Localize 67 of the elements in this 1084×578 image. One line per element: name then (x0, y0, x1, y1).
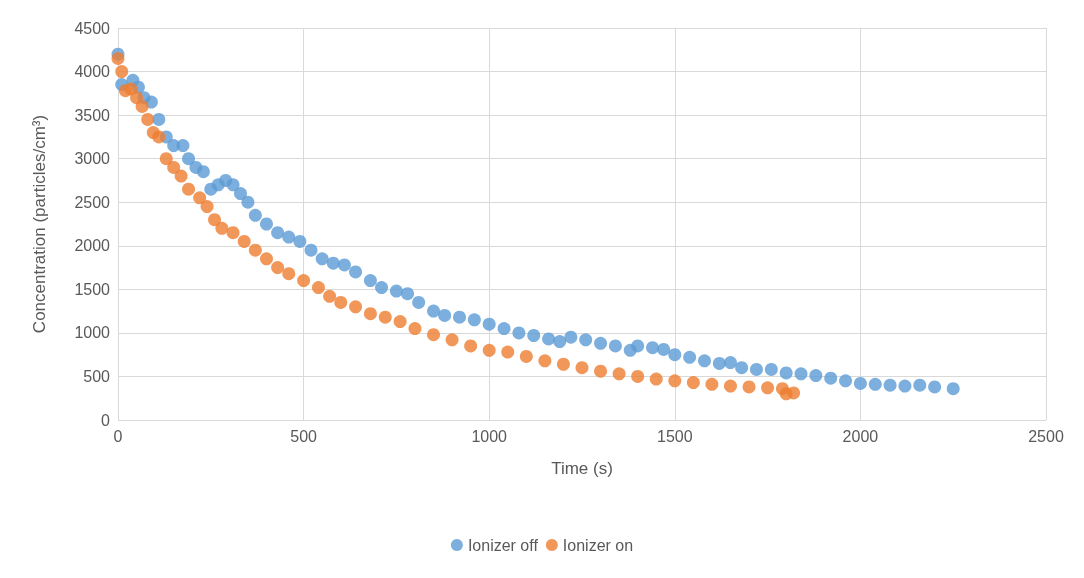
point (208, 213, 222, 227)
point (237, 234, 251, 248)
point (427, 328, 441, 342)
y-tick-label: 3000 (74, 150, 111, 168)
point (742, 380, 756, 394)
point (723, 379, 737, 393)
x-tick-label: 0 (113, 427, 123, 445)
point (167, 160, 181, 174)
y-tick-label: 4500 (74, 19, 111, 37)
point (612, 367, 626, 381)
point (686, 376, 700, 390)
point (519, 349, 533, 363)
point (378, 310, 392, 324)
y-tick-label: 2500 (74, 193, 111, 211)
point (174, 169, 188, 183)
x-tick-label: 2500 (1028, 427, 1064, 445)
point (115, 65, 129, 79)
x-tick-label: 1000 (471, 427, 508, 445)
y-tick-label: 1000 (74, 324, 111, 342)
point (575, 361, 589, 375)
point (323, 289, 337, 303)
point (182, 182, 196, 196)
point (363, 307, 377, 321)
point (482, 343, 496, 357)
point (594, 364, 608, 378)
point (215, 221, 229, 235)
point (556, 357, 570, 371)
point (135, 99, 149, 113)
point (393, 315, 407, 329)
point (538, 354, 552, 368)
point (649, 372, 663, 386)
legend-label: Ionizer on (562, 536, 634, 554)
point (226, 226, 240, 240)
point (141, 112, 155, 126)
legend-label: Ionizer off (467, 536, 539, 554)
point (334, 295, 348, 309)
point (787, 386, 801, 400)
point (705, 377, 719, 391)
point (668, 374, 682, 388)
point (159, 152, 173, 166)
point (271, 261, 285, 275)
point (631, 369, 645, 383)
point (282, 267, 296, 281)
y-tick-label: 4000 (74, 63, 111, 81)
point (761, 381, 775, 395)
point (501, 345, 515, 359)
point (297, 274, 311, 288)
point (193, 191, 207, 205)
point (464, 339, 478, 353)
x-tick-label: 1500 (657, 427, 693, 445)
y-tick-label: 1500 (74, 280, 111, 298)
y-tick-label: 500 (83, 367, 111, 385)
y-tick-label: 2000 (74, 237, 111, 255)
point (248, 243, 262, 257)
point (259, 252, 273, 266)
point (200, 200, 214, 214)
point (111, 51, 125, 65)
point (445, 333, 459, 347)
y-tick-label: 0 (101, 411, 111, 429)
point (349, 300, 363, 314)
x-axis-title: Time (s) (551, 459, 613, 478)
point (311, 281, 325, 295)
point (408, 322, 422, 336)
x-tick-label: 2000 (842, 427, 879, 445)
x-tick-label: 500 (290, 427, 318, 445)
y-axis-title: Concentration (particles/cm³) (30, 114, 49, 334)
y-tick-label: 3500 (74, 106, 111, 124)
